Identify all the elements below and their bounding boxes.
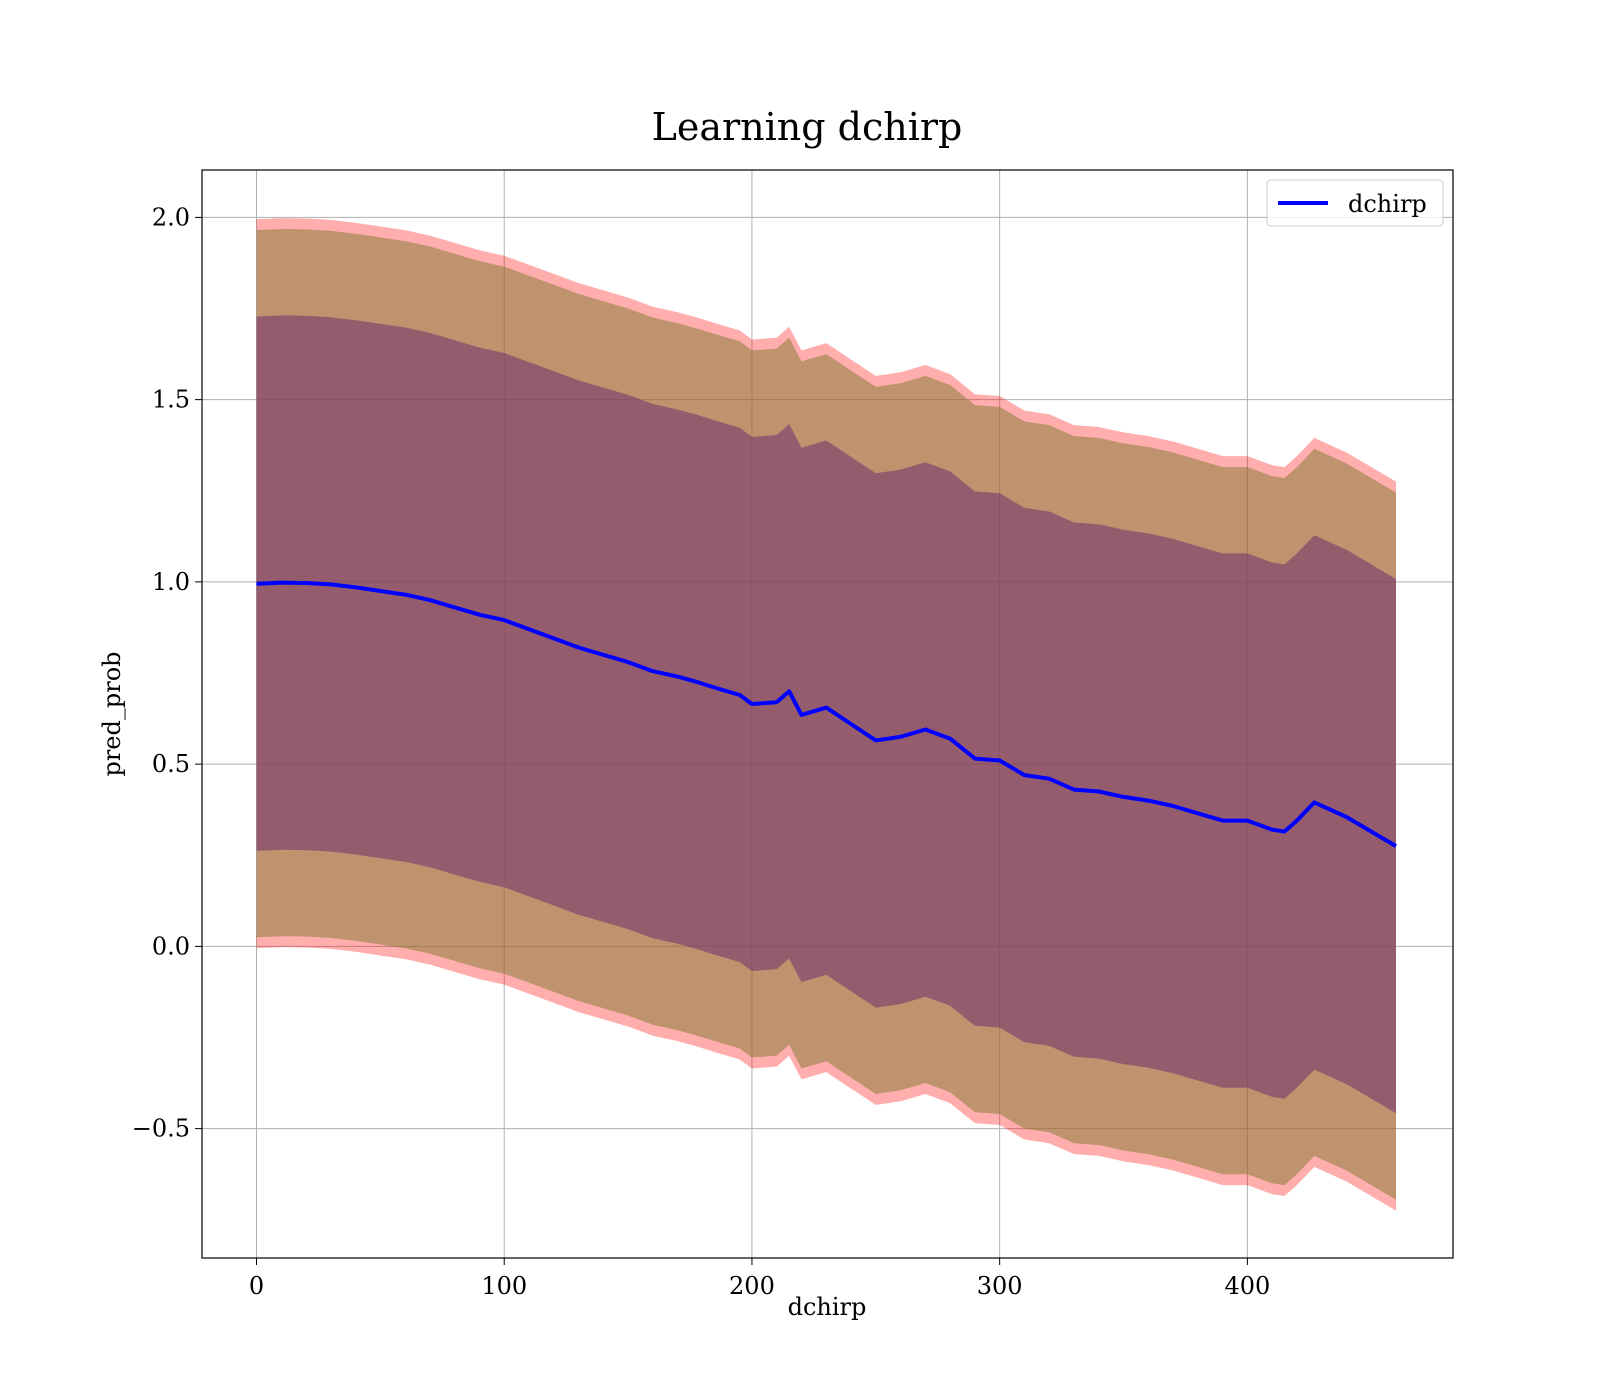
series-line-dchirp bbox=[256, 580, 1398, 848]
x-tick-label: 200 bbox=[729, 1272, 775, 1300]
x-axis-label: dchirp bbox=[788, 1293, 867, 1321]
x-tick-label: 400 bbox=[1224, 1272, 1270, 1300]
confidence-bands bbox=[256, 218, 1396, 1211]
y-axis-label: pred_prob bbox=[98, 651, 126, 776]
legend: dchirp bbox=[1266, 179, 1444, 227]
y-tick-label: −0.5 bbox=[132, 1115, 190, 1143]
series-lines bbox=[256, 580, 1398, 848]
chart-title: Learning dchirp bbox=[652, 105, 963, 149]
plot-frame bbox=[201, 169, 1454, 1259]
legend-box bbox=[1266, 179, 1444, 227]
y-tick-label: 0.0 bbox=[152, 932, 190, 960]
band-inner bbox=[256, 315, 1396, 1114]
y-tick-label: 1.5 bbox=[152, 386, 190, 414]
axis-ticks: 0 100 200 300 400 −0.5 0.0 0.5 1.0 1.5 2.0 bbox=[132, 203, 1271, 1300]
x-tick-label: 0 bbox=[249, 1272, 264, 1300]
legend-label-dchirp: dchirp bbox=[1348, 190, 1427, 218]
x-tick-label: 100 bbox=[481, 1272, 527, 1300]
y-tick-label: 2.0 bbox=[152, 203, 190, 231]
x-tick-label: 300 bbox=[977, 1272, 1023, 1300]
y-tick-label: 1.0 bbox=[152, 568, 190, 596]
y-tick-label: 0.5 bbox=[152, 750, 190, 778]
